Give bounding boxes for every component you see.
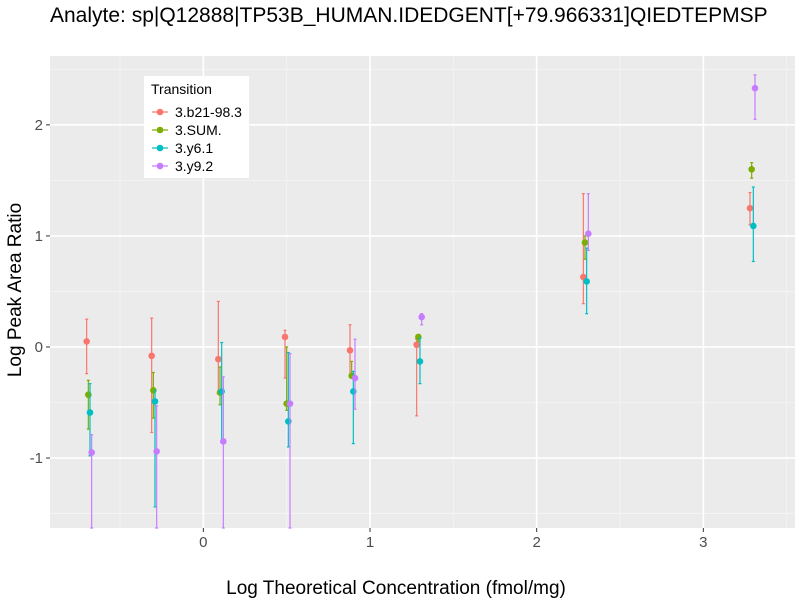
data-point <box>281 333 289 341</box>
data-point <box>750 222 757 230</box>
data-point <box>581 239 589 246</box>
data-point <box>751 84 759 92</box>
data-point <box>215 355 222 363</box>
series-3-y6-1 <box>86 186 757 508</box>
legend-title: Transition <box>151 81 212 97</box>
chart-title: Analyte: sp|Q12888|TP53B_HUMAN.IDEDGENT[… <box>50 4 768 27</box>
legend-box <box>144 76 249 178</box>
y-tick-label: -1 <box>30 450 43 467</box>
y-axis-ticks: -1 0 1 2 <box>30 117 50 467</box>
legend-label: 3.b21-98.3 <box>175 104 242 120</box>
legend-label: 3.SUM. <box>175 122 222 138</box>
x-tick-label: 1 <box>366 534 374 551</box>
data-point <box>415 333 422 341</box>
y-tick-label: 1 <box>35 228 43 245</box>
data-point <box>86 409 94 416</box>
legend-key-point <box>156 144 164 152</box>
x-axis-title: Log Theoretical Concentration (fmol/mg) <box>226 578 566 599</box>
data-point <box>83 338 90 345</box>
minor-gridlines <box>50 56 795 528</box>
data-point <box>153 448 160 455</box>
data-point <box>148 352 155 360</box>
data-marks <box>83 74 759 529</box>
x-tick-label: 2 <box>532 534 540 551</box>
legend-label: 3.y6.1 <box>175 140 213 156</box>
data-point <box>350 388 357 395</box>
data-point <box>748 165 755 173</box>
x-tick-label: 3 <box>699 534 707 551</box>
x-tick-label: 0 <box>199 534 207 551</box>
data-point <box>151 398 159 405</box>
data-point <box>286 400 294 407</box>
y-tick-label: 0 <box>35 339 43 356</box>
data-point <box>285 418 292 425</box>
data-point <box>746 204 754 212</box>
data-point <box>85 391 92 399</box>
data-point <box>585 230 592 237</box>
legend-key-point <box>156 162 164 170</box>
legend: Transition 3.b21-98.3 3.SUM. 3.y6.1 3.y9.2 <box>144 76 249 178</box>
data-point <box>346 347 354 354</box>
data-point <box>583 278 590 285</box>
data-point <box>416 358 424 365</box>
legend-key-point <box>156 108 164 116</box>
data-point <box>218 388 225 395</box>
data-point <box>351 374 359 382</box>
series-3-y9-2 <box>88 74 759 529</box>
x-axis-ticks: 0 1 2 3 <box>199 528 708 551</box>
legend-key-point <box>156 126 164 134</box>
y-axis-title: Log Peak Area Ratio <box>5 203 26 377</box>
series-3-b21-98-3 <box>83 192 754 434</box>
data-point <box>220 438 227 445</box>
data-point <box>88 449 95 456</box>
legend-label: 3.y9.2 <box>175 158 213 174</box>
legend-items: 3.b21-98.3 3.SUM. 3.y6.1 3.y9.2 <box>152 104 242 174</box>
y-tick-label: 2 <box>35 117 43 134</box>
data-point <box>413 341 420 349</box>
data-point <box>418 313 425 321</box>
